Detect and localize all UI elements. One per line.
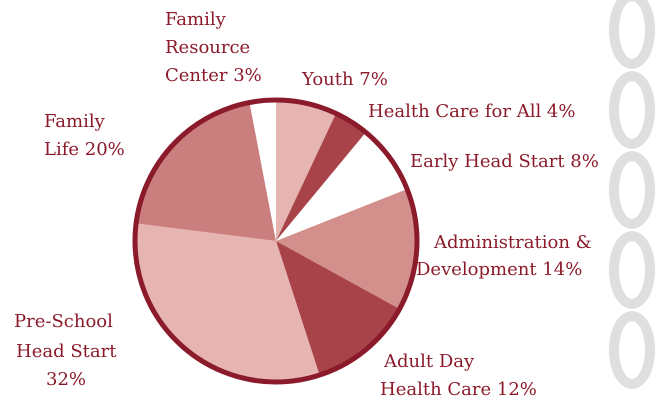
- slice-label: Life 20%: [44, 139, 125, 160]
- slice-label: Adult Day: [383, 351, 475, 372]
- slice-label: Health Care 12%: [380, 379, 537, 400]
- slice-label: Health Care for All 4%: [368, 101, 575, 122]
- slice-label: Family: [165, 9, 227, 30]
- slice-label: Center 3%: [165, 65, 262, 86]
- chain-decoration: [614, 0, 650, 384]
- slice-label: Head Start: [16, 341, 117, 362]
- slice-label: Resource: [165, 37, 250, 58]
- slice-label: Administration &: [433, 232, 592, 253]
- slice-label: Early Head Start 8%: [410, 151, 599, 172]
- pie: [135, 100, 417, 382]
- slice-label: Family: [44, 111, 106, 132]
- slice-label: Youth 7%: [301, 69, 388, 90]
- slice-label: Development 14%: [416, 259, 582, 280]
- slice-label: 32%: [46, 369, 86, 390]
- chart: Youth 7% Health Care for All 4% Early Head…: [0, 0, 665, 406]
- slice-label: Pre-School: [14, 311, 113, 332]
